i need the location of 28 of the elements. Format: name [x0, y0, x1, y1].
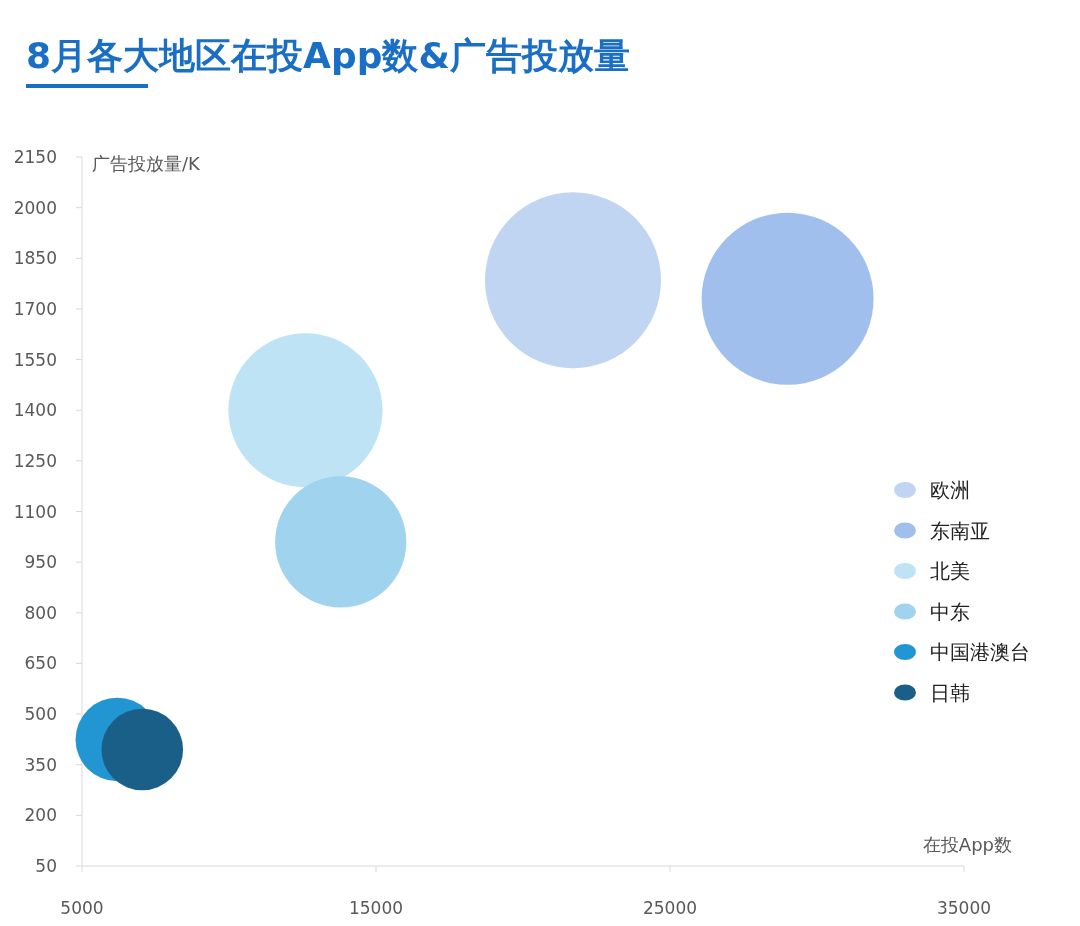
y-tick-label: 2000 [13, 197, 57, 218]
legend-label: 东南亚 [930, 518, 990, 543]
y-tick-label: 1250 [13, 450, 57, 471]
y-tick-label: 800 [24, 602, 57, 623]
x-tick-label: 25000 [642, 898, 698, 918]
y-tick-label: 1850 [13, 248, 57, 269]
legend-label: 欧洲 [930, 478, 970, 502]
y-tick-label: 1400 [13, 400, 57, 421]
legend-label: 中东 [930, 599, 970, 624]
y-tick-label: 50 [35, 856, 57, 876]
y-tick-label: 200 [24, 805, 57, 826]
y-axis-title: 广告投放量/K [92, 153, 202, 174]
x-tick-label: 35000 [936, 898, 992, 918]
legend-label: 中国港澳台 [930, 640, 1030, 664]
y-tick-label: 1100 [13, 501, 57, 522]
chart-title: 8月各大地区在投App数&广告投放量 [26, 35, 630, 76]
x-tick-label: 15000 [348, 898, 404, 918]
y-tick-label: 2150 [13, 147, 57, 167]
y-tick-label: 650 [24, 653, 57, 674]
legend-label: 北美 [930, 559, 970, 583]
x-tick-label: 5000 [60, 898, 104, 918]
x-axis-title: 在投App数 [922, 834, 1012, 855]
y-tick-label: 1550 [13, 349, 57, 370]
legend-label: 日韩 [930, 680, 970, 705]
y-tick-label: 350 [24, 754, 57, 775]
y-tick-label: 950 [24, 552, 57, 573]
y-tick-label: 1700 [13, 298, 57, 319]
y-tick-label: 500 [24, 704, 57, 725]
